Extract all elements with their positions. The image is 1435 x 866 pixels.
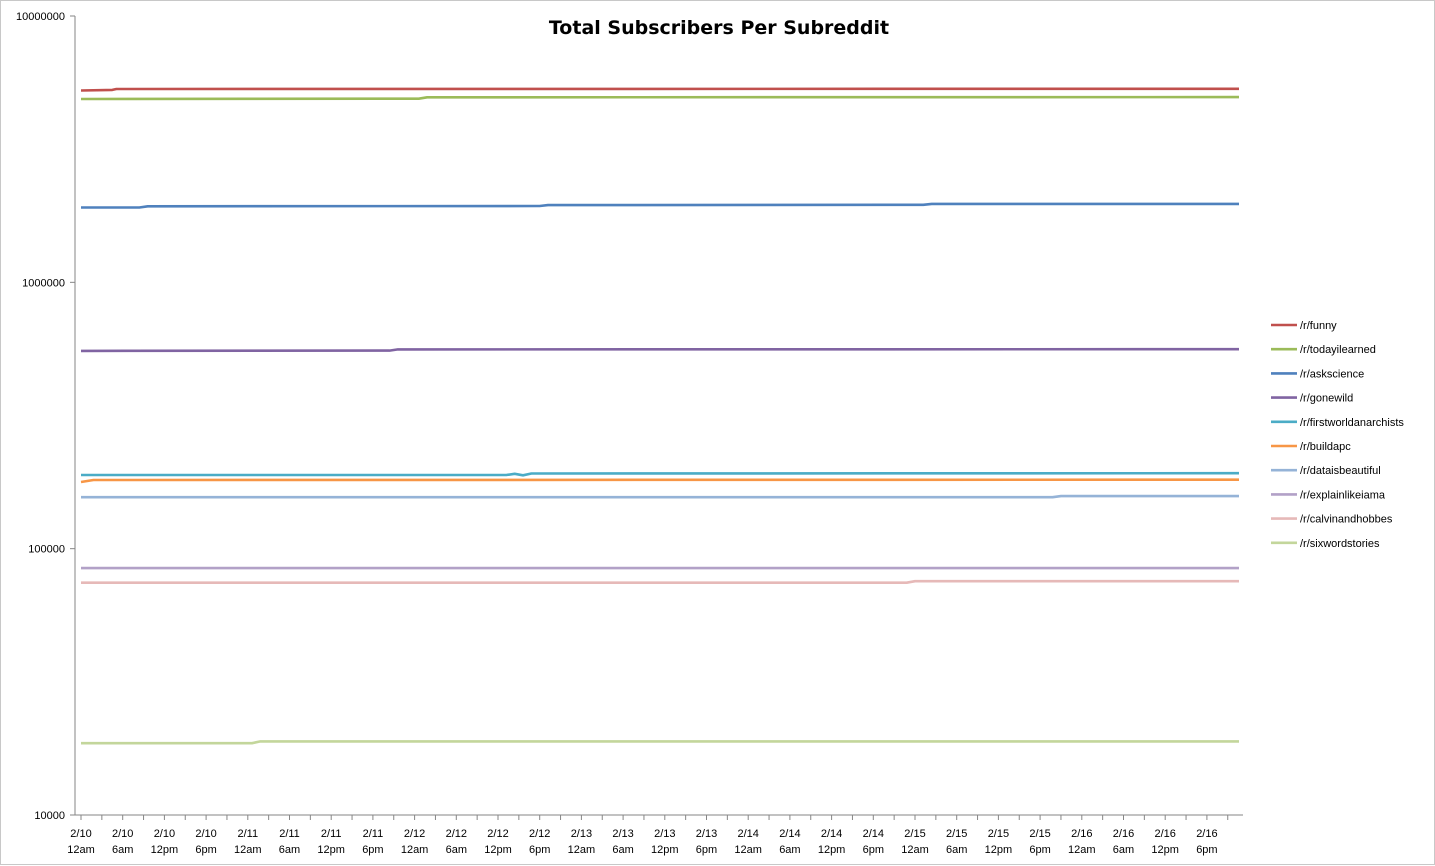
- x-tick-label-time: 12pm: [651, 844, 679, 856]
- legend-label: /r/buildapc: [1300, 441, 1351, 453]
- y-axis-ticks: 10000 100000 1000000 10000000: [16, 11, 75, 822]
- x-tick-label-date: 2/11: [238, 828, 259, 840]
- x-tick-label-date: 2/13: [696, 828, 717, 840]
- x-tick-label-date: 2/16: [1196, 828, 1217, 840]
- x-tick-label-time: 12am: [568, 844, 596, 856]
- legend-label: /r/explainlikeiama: [1300, 489, 1386, 501]
- legend-label: /r/firstworldanarchists: [1300, 417, 1404, 429]
- x-axis-ticks: 2/10 12am 2/10 6am 2/10 12pm 2/10 6pm 2/11 12am 2/…: [67, 815, 1229, 856]
- x-tick-label-date: 2/13: [654, 828, 675, 840]
- x-tick-label-time: 6am: [946, 844, 967, 856]
- x-tick-label-time: 12pm: [151, 844, 179, 856]
- x-tick-label-date: 2/10: [195, 828, 216, 840]
- x-tick-label-time: 6pm: [362, 844, 383, 856]
- legend-label: /r/funny: [1300, 320, 1337, 332]
- x-tick-label-time: 12pm: [1151, 844, 1179, 856]
- x-tick-label-date: 2/14: [821, 828, 842, 840]
- x-tick-label-date: 2/11: [363, 828, 384, 840]
- x-tick-label-time: 6pm: [1196, 844, 1217, 856]
- series-lines: [80, 87, 1240, 745]
- x-tick-label-time: 12pm: [484, 844, 512, 856]
- x-tick-label-time: 6pm: [195, 844, 216, 856]
- x-tick-label-time: 12am: [401, 844, 429, 856]
- legend-label: /r/todayilearned: [1300, 344, 1376, 356]
- x-tick-label-date: 2/15: [988, 828, 1009, 840]
- x-tick-label-time: 6pm: [529, 844, 550, 856]
- x-tick-label-time: 6pm: [696, 844, 717, 856]
- x-tick-label-date: 2/13: [612, 828, 633, 840]
- x-tick-label-time: 12pm: [317, 844, 345, 856]
- x-tick-label-time: 12pm: [985, 844, 1013, 856]
- x-tick-label-time: 12am: [734, 844, 762, 856]
- x-tick-label-date: 2/15: [904, 828, 925, 840]
- x-tick-label-time: 6pm: [863, 844, 884, 856]
- y-tick-label: 100000: [28, 544, 65, 556]
- x-tick-label-date: 2/10: [112, 828, 133, 840]
- series-line-r-calvinandhobbes: [81, 579, 1239, 585]
- x-tick-label-date: 2/15: [946, 828, 967, 840]
- series-line-r-dataisbeautiful: [81, 494, 1239, 499]
- y-tick-label: 10000: [34, 810, 65, 822]
- x-tick-label-time: 12am: [67, 844, 95, 856]
- series-line-r-askscience: [81, 202, 1239, 209]
- x-tick-label-date: 2/11: [321, 828, 342, 840]
- x-tick-label-date: 2/12: [487, 828, 508, 840]
- x-tick-label-date: 2/16: [1071, 828, 1092, 840]
- legend-label: /r/gonewild: [1300, 393, 1353, 405]
- series-line-r-todayilearned: [80, 95, 1240, 101]
- legend-label: /r/askscience: [1300, 368, 1364, 380]
- x-tick-label-time: 12am: [234, 844, 262, 856]
- legend: /r/funny/r/todayilearned/r/askscience/r/…: [1271, 320, 1404, 550]
- x-tick-label-time: 6am: [1113, 844, 1134, 856]
- series-line-r-gonewild: [80, 347, 1240, 353]
- x-tick-label-date: 2/10: [154, 828, 175, 840]
- axes: [74, 16, 1243, 816]
- x-tick-label-time: 6am: [279, 844, 300, 856]
- x-tick-label-time: 6am: [612, 844, 633, 856]
- legend-label: /r/calvinandhobbes: [1300, 514, 1393, 526]
- x-tick-label-date: 2/10: [70, 828, 91, 840]
- x-tick-label-time: 6am: [779, 844, 800, 856]
- x-tick-label-date: 2/12: [529, 828, 550, 840]
- legend-label: /r/sixwordstories: [1300, 538, 1380, 550]
- x-tick-label-date: 2/16: [1113, 828, 1134, 840]
- x-tick-label-date: 2/14: [863, 828, 884, 840]
- chart-title: Total Subscribers Per Subreddit: [549, 17, 889, 39]
- series-line-r-firstworldanarchists: [81, 471, 1240, 477]
- x-tick-label-time: 6am: [112, 844, 133, 856]
- x-tick-label-date: 2/14: [779, 828, 800, 840]
- y-tick-label: 1000000: [22, 277, 65, 289]
- x-tick-label-time: 6pm: [1029, 844, 1050, 856]
- series-line-r-buildapc: [80, 478, 1240, 484]
- x-tick-label-date: 2/12: [446, 828, 467, 840]
- series-line-r-funny: [80, 87, 1240, 92]
- x-tick-label-date: 2/11: [279, 828, 300, 840]
- x-tick-label-time: 12am: [1068, 844, 1096, 856]
- series-line-r-sixwordstories: [81, 740, 1239, 745]
- legend-label: /r/dataisbeautiful: [1300, 465, 1381, 477]
- x-tick-label-time: 12am: [901, 844, 929, 856]
- x-tick-label-date: 2/12: [404, 828, 425, 840]
- x-tick-label-time: 12pm: [818, 844, 846, 856]
- y-tick-label: 10000000: [16, 11, 65, 23]
- x-tick-label-time: 6am: [446, 844, 467, 856]
- x-tick-label-date: 2/15: [1029, 828, 1050, 840]
- x-tick-label-date: 2/13: [571, 828, 592, 840]
- x-tick-label-date: 2/16: [1154, 828, 1175, 840]
- x-tick-label-date: 2/14: [737, 828, 758, 840]
